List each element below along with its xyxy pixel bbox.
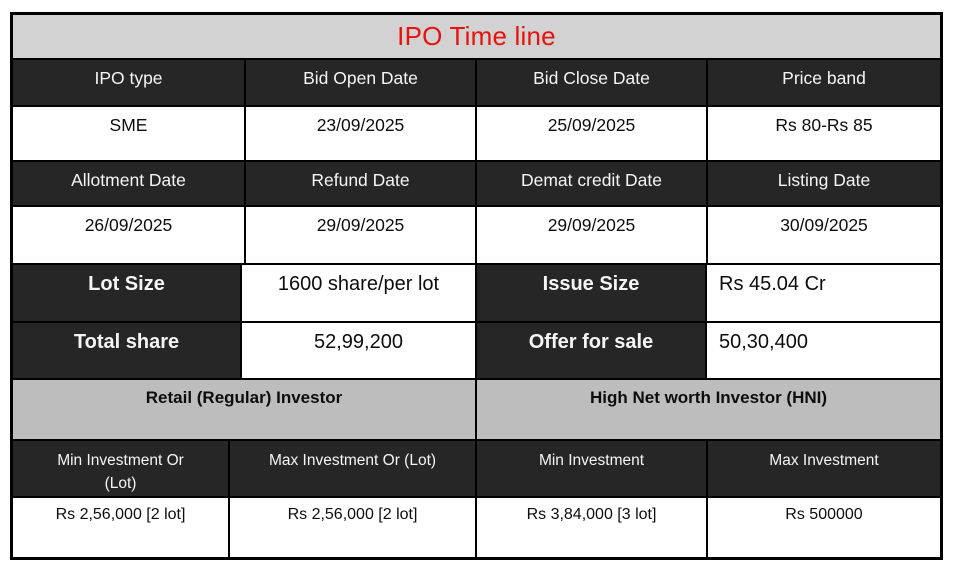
value-cell-hni-max-investment: Rs 500000 (708, 498, 940, 557)
value-cell-retail-max-investment: Rs 2,56,000 [2 lot] (230, 498, 477, 557)
ipo-table: IPO Time line IPO type Bid Open Date Bid… (10, 12, 943, 560)
header-cell-ipo-type: IPO type (13, 60, 246, 105)
title-row: IPO Time line (13, 15, 940, 60)
summary-row-2: Total share 52,99,200 Offer for sale 50,… (13, 323, 940, 380)
value-cell-lot-size: 1600 share/per lot (242, 265, 477, 321)
header-cell-refund-date: Refund Date (246, 162, 477, 205)
header-cell-price-band: Price band (708, 60, 940, 105)
table-title: IPO Time line (13, 15, 940, 58)
investor-section-row: Retail (Regular) Investor High Net worth… (13, 380, 940, 441)
timeline-header-row-1: IPO type Bid Open Date Bid Close Date Pr… (13, 60, 940, 107)
header-cell-bid-open-date: Bid Open Date (246, 60, 477, 105)
value-cell-bid-open-date: 23/09/2025 (246, 107, 477, 160)
header-cell-retail-max-investment: Max Investment Or (Lot) (230, 441, 477, 496)
section-title-hni-investor: High Net worth Investor (HNI) (477, 380, 940, 439)
header-cell-retail-min-investment: Min Investment Or (Lot) (13, 441, 230, 496)
value-cell-issue-size: Rs 45.04 Cr (707, 265, 940, 321)
timeline-header-row-2: Allotment Date Refund Date Demat credit … (13, 162, 940, 207)
header-cell-bid-close-date: Bid Close Date (477, 60, 708, 105)
header-cell-hni-max-investment: Max Investment (708, 441, 940, 496)
investor-header-row: Min Investment Or (Lot) Max Investment O… (13, 441, 940, 498)
summary-row-1: Lot Size 1600 share/per lot Issue Size R… (13, 265, 940, 323)
investor-value-row: Rs 2,56,000 [2 lot] Rs 2,56,000 [2 lot] … (13, 498, 940, 557)
header-cell-listing-date: Listing Date (708, 162, 940, 205)
value-cell-refund-date: 29/09/2025 (246, 207, 477, 263)
header-cell-demat-credit-date: Demat credit Date (477, 162, 708, 205)
value-cell-demat-credit-date: 29/09/2025 (477, 207, 708, 263)
value-cell-total-share: 52,99,200 (242, 323, 477, 378)
value-cell-offer-for-sale: 50,30,400 (707, 323, 940, 378)
header-cell-allotment-date: Allotment Date (13, 162, 246, 205)
value-cell-bid-close-date: 25/09/2025 (477, 107, 708, 160)
value-cell-retail-min-investment: Rs 2,56,000 [2 lot] (13, 498, 230, 557)
value-cell-listing-date: 30/09/2025 (708, 207, 940, 263)
timeline-value-row-2: 26/09/2025 29/09/2025 29/09/2025 30/09/2… (13, 207, 940, 265)
label-cell-offer-for-sale: Offer for sale (477, 323, 707, 378)
label-cell-issue-size: Issue Size (477, 265, 707, 321)
value-cell-hni-min-investment: Rs 3,84,000 [3 lot] (477, 498, 708, 557)
timeline-value-row-1: SME 23/09/2025 25/09/2025 Rs 80-Rs 85 (13, 107, 940, 162)
value-cell-price-band: Rs 80-Rs 85 (708, 107, 940, 160)
header-cell-hni-min-investment: Min Investment (477, 441, 708, 496)
label-cell-total-share: Total share (13, 323, 242, 378)
section-title-retail-investor: Retail (Regular) Investor (13, 380, 477, 439)
value-cell-allotment-date: 26/09/2025 (13, 207, 246, 263)
value-cell-ipo-type: SME (13, 107, 246, 160)
label-cell-lot-size: Lot Size (13, 265, 242, 321)
